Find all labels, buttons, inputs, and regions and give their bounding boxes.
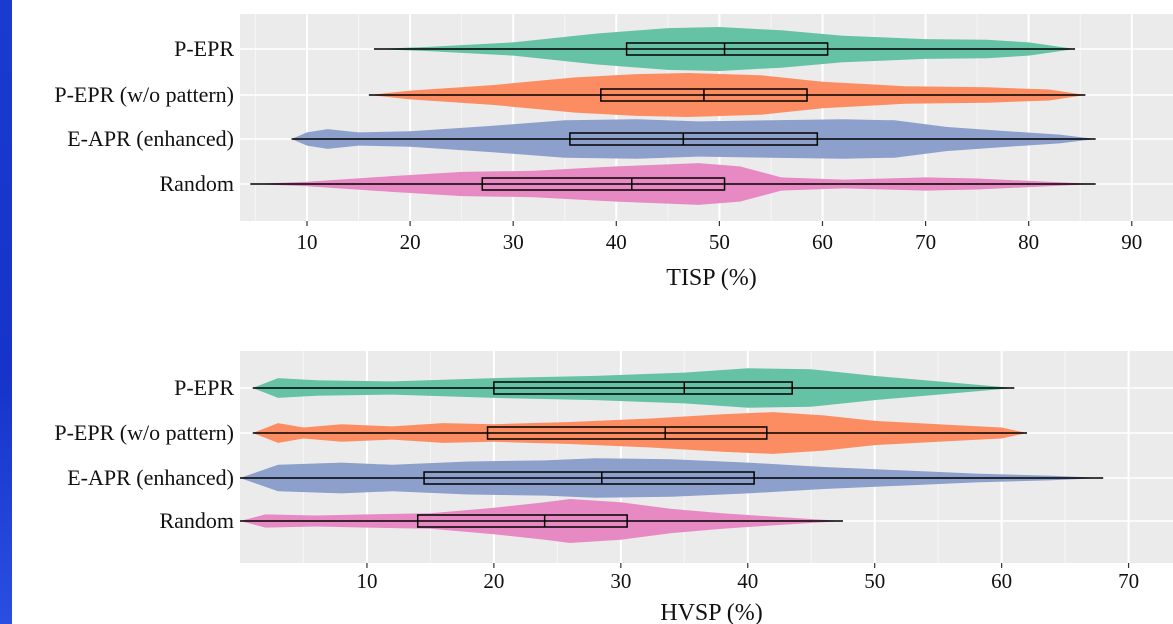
tisp-tick-label-20: 20 bbox=[400, 230, 421, 254]
hvsp-p-epr-group bbox=[252, 368, 1015, 408]
tisp-tick-label-60: 60 bbox=[812, 230, 833, 254]
hvsp-tick-label-10: 10 bbox=[356, 569, 377, 593]
tisp-tick-label-70: 70 bbox=[915, 230, 936, 254]
hvsp-p-epr-w-o-pattern-group bbox=[252, 412, 1028, 454]
tisp-random-label: Random bbox=[159, 171, 234, 196]
hvsp-tick-label-60: 60 bbox=[991, 569, 1012, 593]
hvsp-tick-label-50: 50 bbox=[864, 569, 885, 593]
hvsp-tick-label-30: 30 bbox=[610, 569, 631, 593]
hvsp-e-apr-enhanced-group bbox=[240, 458, 1104, 498]
hvsp-panel: P-EPR P-EPR (w/o pattern) E-APR (enhanced)… bbox=[54, 351, 1173, 624]
tisp-p-epr-group bbox=[374, 27, 1076, 71]
tisp-e-apr-enhanced-box bbox=[569, 132, 819, 146]
tisp-tick-label-40: 40 bbox=[606, 230, 627, 254]
hvsp-tick-label-40: 40 bbox=[737, 569, 758, 593]
tisp-random-box bbox=[481, 177, 726, 191]
hvsp-random-label: Random bbox=[159, 508, 234, 533]
tisp-p-epr-w-o-pattern-group bbox=[368, 73, 1086, 117]
tisp-tick-label-30: 30 bbox=[503, 230, 524, 254]
tisp-tick-label-90: 90 bbox=[1121, 230, 1142, 254]
hvsp-axis-title: HVSP (%) bbox=[660, 600, 762, 624]
tisp-p-epr-label: P-EPR bbox=[174, 36, 234, 61]
tisp-tick-label-50: 50 bbox=[709, 230, 730, 254]
tisp-tick-label-80: 80 bbox=[1018, 230, 1039, 254]
tisp-p-epr-box bbox=[625, 42, 829, 56]
hvsp-tick-label-20: 20 bbox=[483, 569, 504, 593]
hvsp-p-epr-box bbox=[493, 381, 793, 395]
hvsp-tick-label-70: 70 bbox=[1118, 569, 1139, 593]
tisp-random-group bbox=[250, 163, 1096, 205]
tisp-panel: P-EPR P-EPR (w/o pattern) E-APR (enhanced)… bbox=[54, 14, 1173, 291]
tisp-tick-label-10: 10 bbox=[297, 230, 318, 254]
tisp-e-apr-enhanced-group bbox=[291, 119, 1096, 159]
hvsp-p-epr-label: P-EPR bbox=[174, 375, 234, 400]
violin-charts: P-EPR P-EPR (w/o pattern) E-APR (enhanced)… bbox=[54, 14, 1173, 624]
hvsp-random-group bbox=[240, 499, 843, 543]
tisp-e-apr-enhanced-label: E-APR (enhanced) bbox=[67, 126, 234, 151]
figure: P-EPR P-EPR (w/o pattern) E-APR (enhanced)… bbox=[12, 0, 1173, 624]
hvsp-e-apr-enhanced-label: E-APR (enhanced) bbox=[67, 465, 234, 490]
hvsp-e-apr-enhanced-box bbox=[423, 471, 755, 485]
tisp-p-epr-w-o-pattern-label: P-EPR (w/o pattern) bbox=[54, 82, 234, 107]
hvsp-p-epr-w-o-pattern-label: P-EPR (w/o pattern) bbox=[54, 420, 234, 445]
hvsp-p-epr-w-o-pattern-box bbox=[486, 426, 768, 440]
tisp-axis-title: TISP (%) bbox=[666, 265, 756, 291]
hvsp-random-box bbox=[416, 514, 628, 528]
